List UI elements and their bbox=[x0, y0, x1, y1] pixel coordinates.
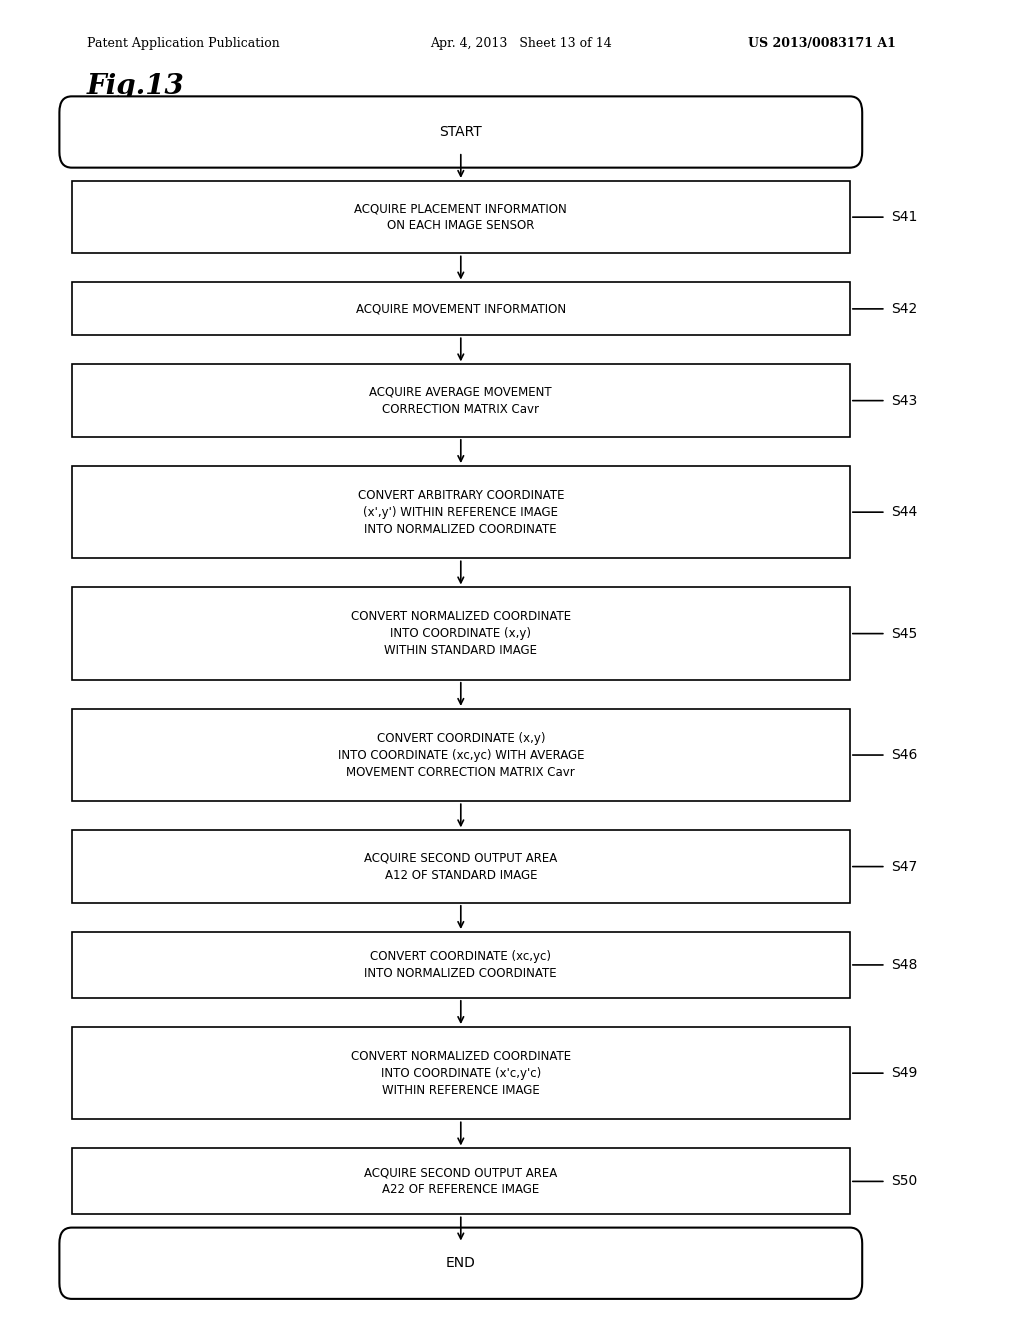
Text: Fig.13: Fig.13 bbox=[87, 73, 184, 99]
Text: CONVERT NORMALIZED COORDINATE
INTO COORDINATE (x,y)
WITHIN STANDARD IMAGE: CONVERT NORMALIZED COORDINATE INTO COORD… bbox=[351, 610, 570, 657]
Text: CONVERT COORDINATE (xc,yc)
INTO NORMALIZED COORDINATE: CONVERT COORDINATE (xc,yc) INTO NORMALIZ… bbox=[365, 950, 557, 979]
Text: ACQUIRE PLACEMENT INFORMATION
ON EACH IMAGE SENSOR: ACQUIRE PLACEMENT INFORMATION ON EACH IM… bbox=[354, 202, 567, 232]
FancyBboxPatch shape bbox=[72, 1027, 850, 1119]
Text: CONVERT NORMALIZED COORDINATE
INTO COORDINATE (x'c,y'c)
WITHIN REFERENCE IMAGE: CONVERT NORMALIZED COORDINATE INTO COORD… bbox=[351, 1049, 570, 1097]
FancyBboxPatch shape bbox=[59, 1228, 862, 1299]
FancyBboxPatch shape bbox=[72, 466, 850, 558]
FancyBboxPatch shape bbox=[72, 1148, 850, 1214]
Text: S44: S44 bbox=[891, 506, 918, 519]
Text: S46: S46 bbox=[891, 748, 918, 762]
Text: S47: S47 bbox=[891, 859, 918, 874]
Text: Apr. 4, 2013   Sheet 13 of 14: Apr. 4, 2013 Sheet 13 of 14 bbox=[430, 37, 611, 50]
Text: S48: S48 bbox=[891, 958, 918, 972]
Text: S45: S45 bbox=[891, 627, 918, 640]
Text: ACQUIRE AVERAGE MOVEMENT
CORRECTION MATRIX Cavr: ACQUIRE AVERAGE MOVEMENT CORRECTION MATR… bbox=[370, 385, 552, 416]
FancyBboxPatch shape bbox=[72, 181, 850, 253]
Text: ACQUIRE SECOND OUTPUT AREA
A12 OF STANDARD IMAGE: ACQUIRE SECOND OUTPUT AREA A12 OF STANDA… bbox=[365, 851, 557, 882]
Text: CONVERT COORDINATE (x,y)
INTO COORDINATE (xc,yc) WITH AVERAGE
MOVEMENT CORRECTIO: CONVERT COORDINATE (x,y) INTO COORDINATE… bbox=[338, 731, 584, 779]
Text: S50: S50 bbox=[891, 1175, 918, 1188]
Text: S43: S43 bbox=[891, 393, 918, 408]
Text: CONVERT ARBITRARY COORDINATE
(x',y') WITHIN REFERENCE IMAGE
INTO NORMALIZED COOR: CONVERT ARBITRARY COORDINATE (x',y') WIT… bbox=[357, 488, 564, 536]
FancyBboxPatch shape bbox=[72, 709, 850, 801]
Text: Patent Application Publication: Patent Application Publication bbox=[87, 37, 280, 50]
Text: END: END bbox=[445, 1257, 476, 1270]
FancyBboxPatch shape bbox=[72, 587, 850, 680]
FancyBboxPatch shape bbox=[72, 830, 850, 903]
FancyBboxPatch shape bbox=[72, 364, 850, 437]
Text: ACQUIRE SECOND OUTPUT AREA
A22 OF REFERENCE IMAGE: ACQUIRE SECOND OUTPUT AREA A22 OF REFERE… bbox=[365, 1167, 557, 1196]
FancyBboxPatch shape bbox=[72, 282, 850, 335]
Text: US 2013/0083171 A1: US 2013/0083171 A1 bbox=[748, 37, 895, 50]
Text: S42: S42 bbox=[891, 302, 918, 315]
FancyBboxPatch shape bbox=[59, 96, 862, 168]
FancyBboxPatch shape bbox=[72, 932, 850, 998]
Text: S49: S49 bbox=[891, 1067, 918, 1080]
Text: START: START bbox=[439, 125, 482, 139]
Text: S41: S41 bbox=[891, 210, 918, 224]
Text: ACQUIRE MOVEMENT INFORMATION: ACQUIRE MOVEMENT INFORMATION bbox=[355, 302, 566, 315]
